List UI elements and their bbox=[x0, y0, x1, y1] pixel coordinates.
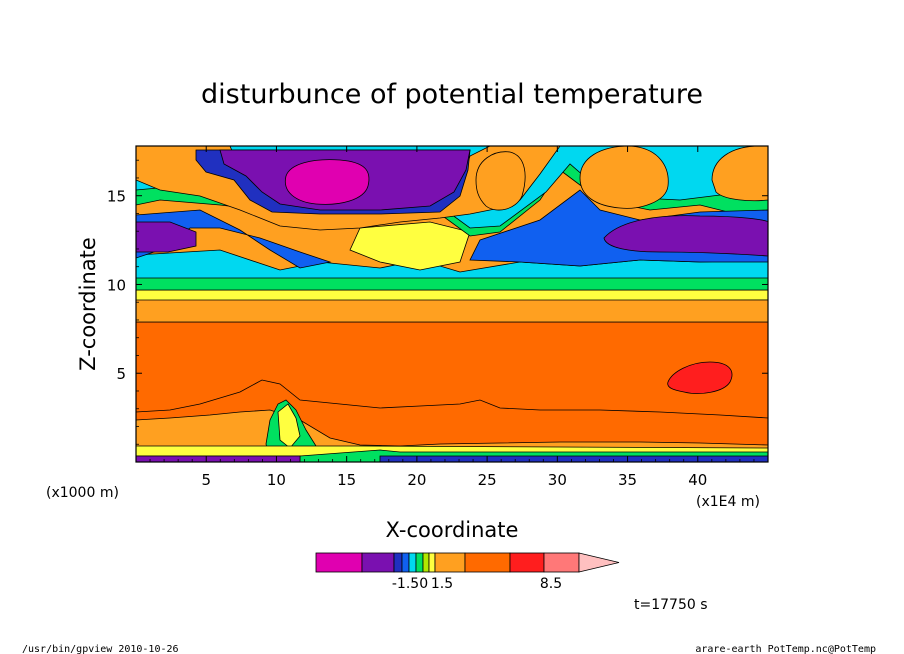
contour-band-orange-blob-far-right bbox=[711, 146, 768, 202]
colorbar-arrow bbox=[578, 552, 620, 573]
colorbar-segment bbox=[464, 552, 511, 573]
colorbar-segment bbox=[408, 552, 417, 573]
colorbar-segment bbox=[415, 552, 424, 573]
colorbar-segment bbox=[543, 552, 580, 573]
x-tick-label: 30 bbox=[548, 471, 567, 489]
y-axis-label: Z-coordinate bbox=[76, 237, 100, 371]
colorbar-segment bbox=[434, 552, 466, 573]
x-tick-label: 20 bbox=[407, 471, 426, 489]
contour-band-orange-blob-right bbox=[579, 146, 669, 209]
colorbar-label: -1.50 bbox=[392, 576, 428, 592]
x-tick-label: 35 bbox=[618, 471, 637, 489]
contour-band-yellow-turbulent bbox=[277, 403, 301, 449]
time-label: t=17750 s bbox=[634, 597, 708, 613]
contour-band-orange-blob-mid bbox=[475, 151, 526, 211]
colorbar-segment bbox=[361, 552, 395, 573]
x-tick-label: 15 bbox=[337, 471, 356, 489]
colorbar-segment bbox=[401, 552, 410, 573]
contour-band-blue-surface bbox=[379, 455, 768, 462]
y-axis: 5 10 15 bbox=[107, 159, 768, 445]
contour-band-purple-left bbox=[136, 221, 197, 253]
contour-field bbox=[136, 146, 768, 462]
colorbar-label: 8.5 bbox=[540, 576, 562, 592]
chart-title: disturbunce of potential temperature bbox=[201, 79, 703, 110]
contour-band-yellow-upper bbox=[349, 221, 471, 271]
colorbar-segment bbox=[393, 552, 403, 573]
y-tick-label: 15 bbox=[107, 188, 126, 206]
footer-right: arare-earth_PotTemp.nc@PotTemp bbox=[695, 644, 876, 654]
contour-band-dark-orange-main bbox=[136, 321, 768, 419]
colorbar-segment bbox=[428, 552, 436, 573]
x-axis: 5 10 15 20 25 30 35 40 bbox=[149, 146, 755, 489]
y-tick-label: 10 bbox=[107, 276, 126, 294]
x-tick-label: 5 bbox=[201, 471, 211, 489]
x-unit-right-label: (x1E4 m) bbox=[696, 494, 760, 510]
contour-band-magenta-core bbox=[284, 159, 370, 205]
x-tick-label: 25 bbox=[478, 471, 497, 489]
contour-band-purple-surface bbox=[136, 455, 301, 462]
colorbar-labels: -1.50 1.5 8.5 bbox=[392, 576, 562, 592]
y-tick-label: 5 bbox=[116, 365, 126, 383]
x-unit-left-label: (x1000 m) bbox=[46, 485, 119, 501]
plot-frame bbox=[135, 145, 769, 463]
footer-left: /usr/bin/gpview 2010-10-26 bbox=[22, 644, 179, 654]
x-tick-label: 40 bbox=[688, 471, 707, 489]
contour-band-red-blob bbox=[667, 361, 733, 394]
contour-band-purple-right bbox=[603, 215, 768, 257]
x-axis-label: X-coordinate bbox=[386, 518, 519, 542]
colorbar-segment bbox=[422, 552, 430, 573]
colorbar bbox=[315, 552, 620, 573]
contour-band-orange-mid bbox=[136, 299, 768, 323]
x-tick-label: 10 bbox=[267, 471, 286, 489]
colorbar-label: 1.5 bbox=[431, 576, 453, 592]
colorbar-segment bbox=[509, 552, 545, 573]
colorbar-segment bbox=[315, 552, 363, 573]
